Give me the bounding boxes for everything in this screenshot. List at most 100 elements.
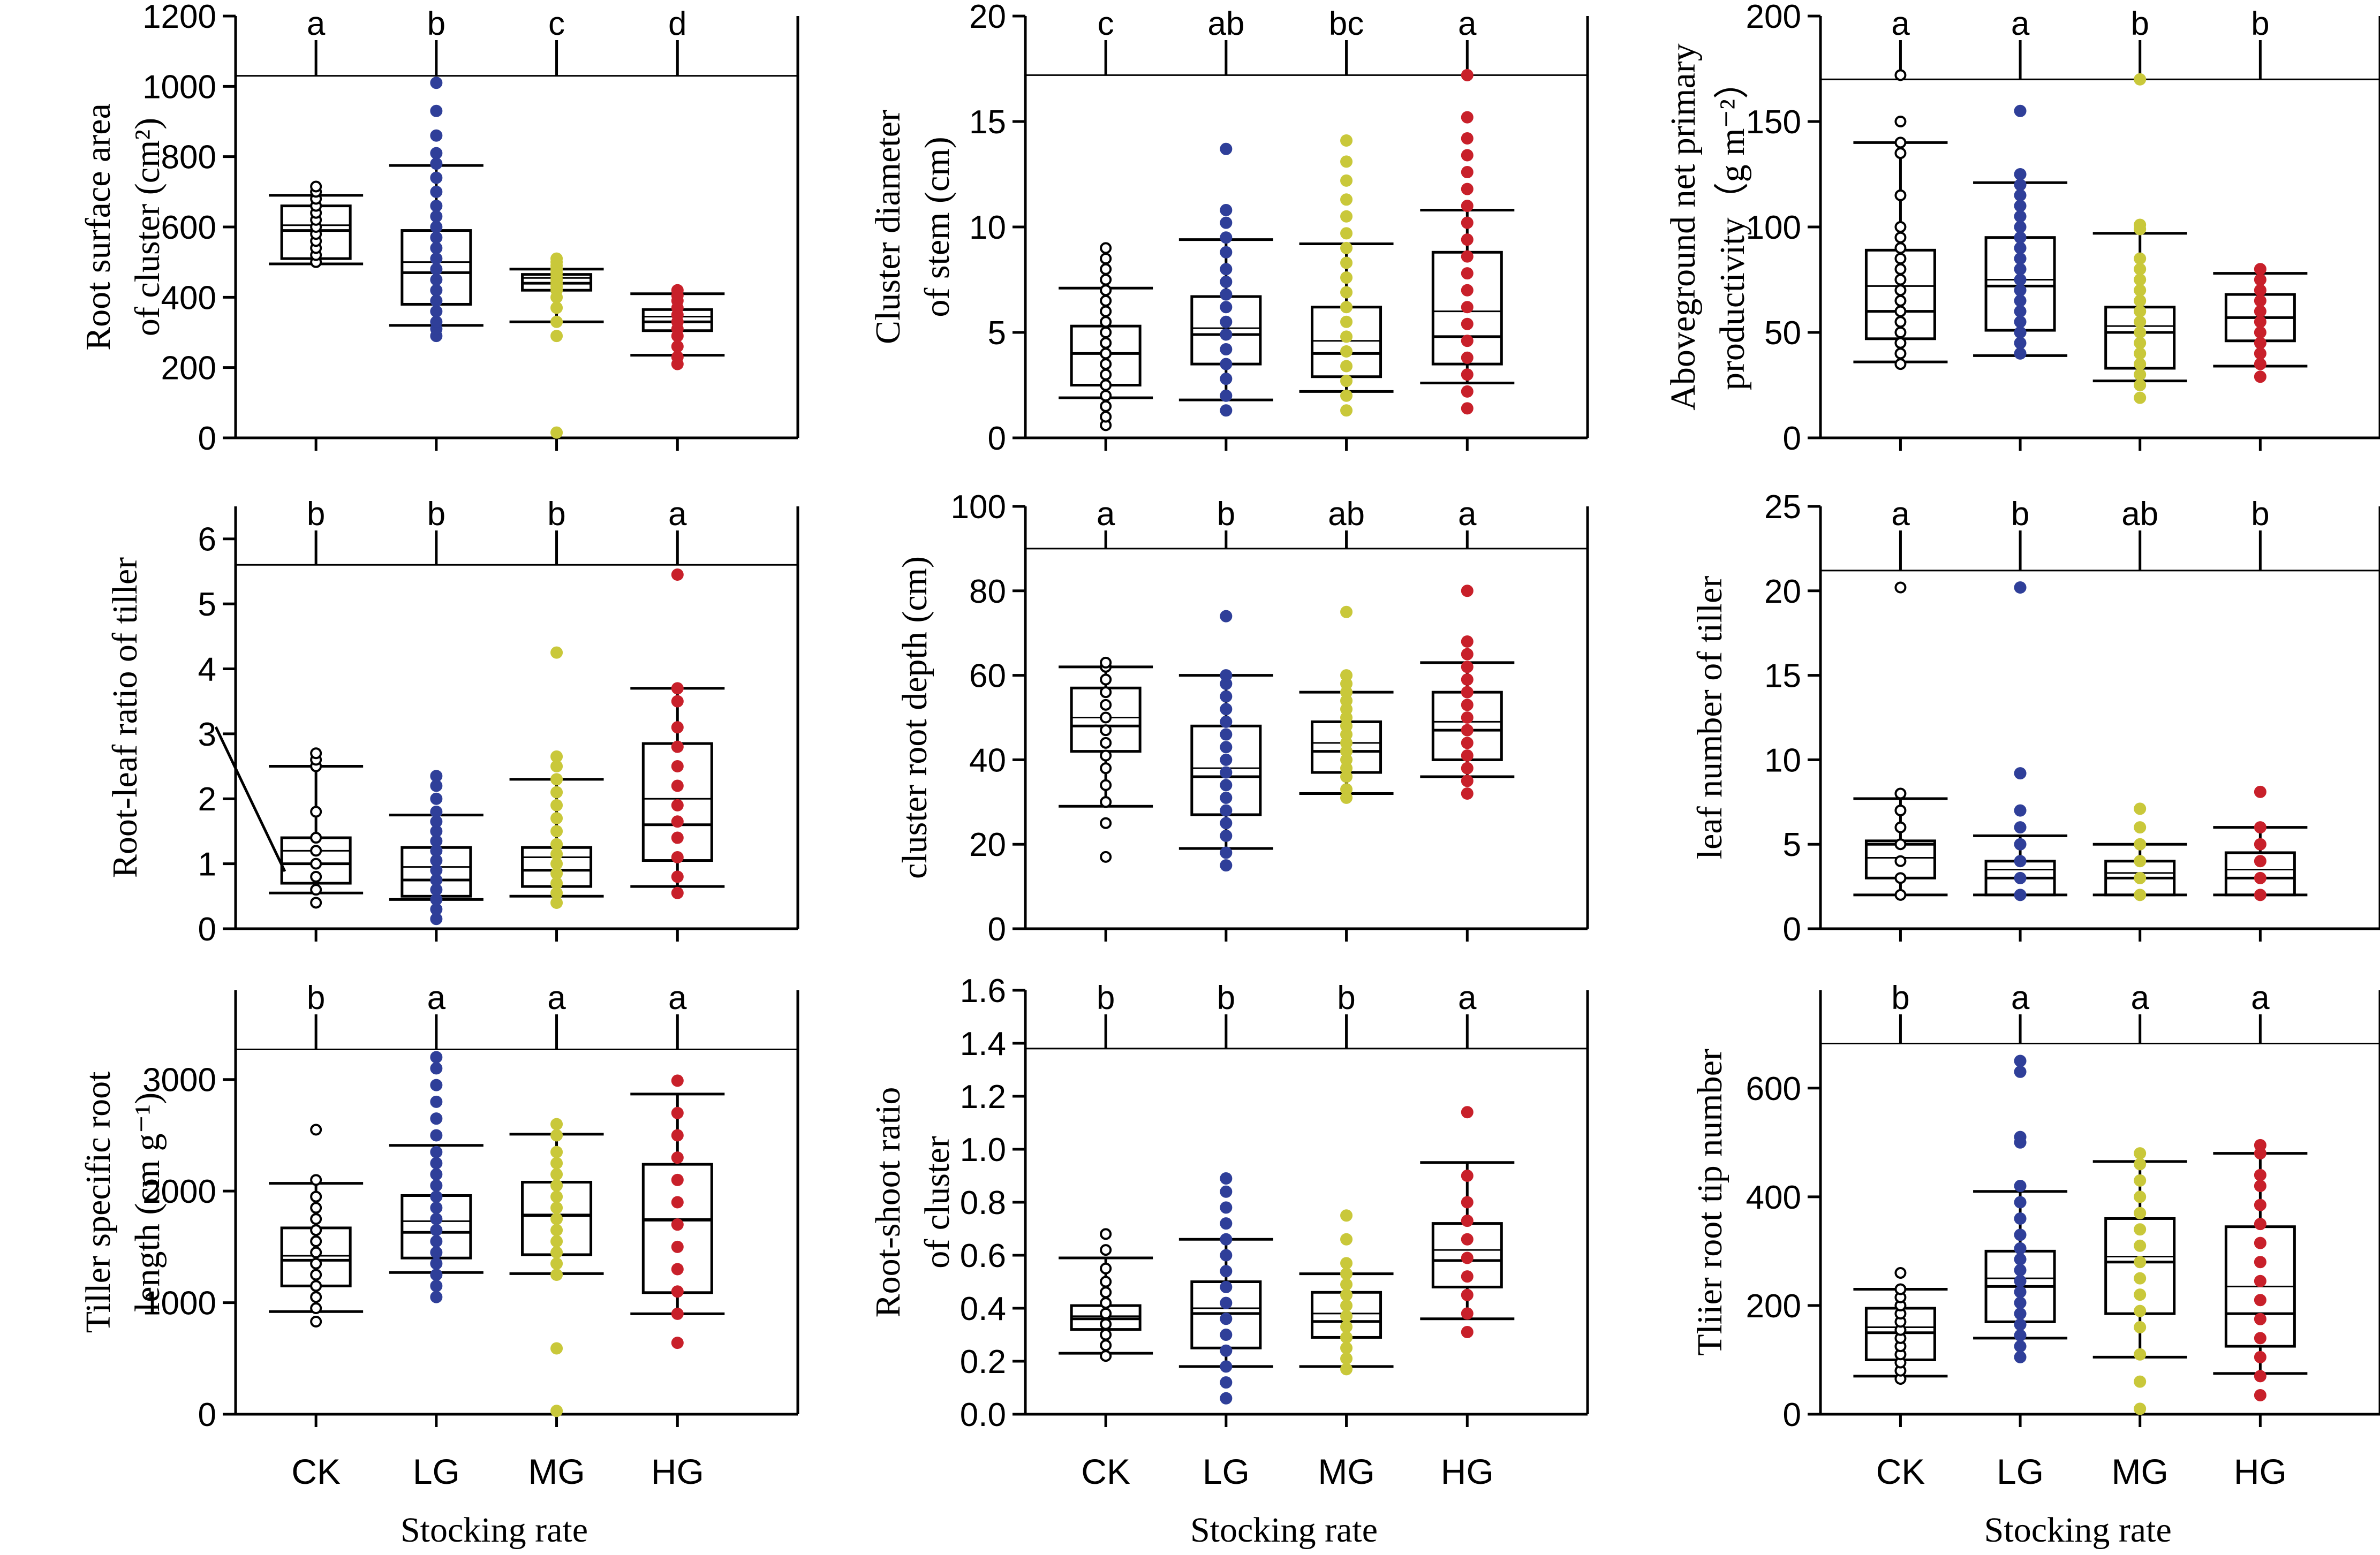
category-label: CK [1876,1452,1925,1491]
data-point [2134,1375,2147,1388]
data-point [310,1190,322,1203]
data-point [2254,347,2266,360]
data-point [1461,737,1474,749]
data-point [1340,1310,1353,1323]
category-label: LG [1997,1452,2044,1491]
data-point [1100,390,1112,402]
data-point [430,129,443,142]
data-point [1340,227,1353,240]
data-point [2014,1318,2027,1331]
category-label: LG [413,1452,460,1491]
data-point [671,831,684,844]
data-point [1220,389,1233,402]
data-point [1461,762,1474,775]
significance-letter: b [1217,496,1235,533]
data-point [550,1235,563,1248]
data-point [2254,1139,2266,1151]
data-point [550,1212,563,1225]
data-point [1220,263,1233,276]
data-point [2134,821,2147,834]
significance-letter: b [2251,496,2269,533]
data-point [1100,316,1112,328]
data-point [310,1257,322,1270]
data-point [1340,605,1353,618]
data-point [2014,1212,2027,1225]
data-point [2014,200,2027,213]
data-point [1220,728,1233,741]
data-point [1340,193,1353,206]
data-point [1340,360,1353,373]
data-point [2134,802,2147,815]
significance-letter: b [307,496,325,533]
data-point [430,252,443,265]
significance-letter: a [547,980,566,1017]
data-point [1220,1392,1233,1405]
data-point [1894,889,1907,901]
data-point [1461,1170,1474,1182]
y-axis-label: Root-shoot ratio of cluster [868,1087,957,1318]
data-point [1220,1296,1233,1309]
y-tick-label: 40 [969,742,1006,779]
group-hg: b [2213,5,2308,451]
data-point [671,886,684,899]
data-point [550,301,563,314]
data-point [2134,368,2147,381]
data-point [2254,1256,2266,1269]
significance-letter: a [2011,5,2030,42]
data-point [1894,231,1907,244]
y-axis-label: Root surface area of cluster (cm²) [79,103,167,351]
data-point [671,721,684,734]
group-mg: a MG [509,980,604,1491]
data-point [2014,1275,2027,1287]
x-axis-label: Stocking rate [401,1511,588,1550]
data-point [2254,1332,2266,1345]
data-point [1220,315,1233,328]
y-tick-label: 25 [1764,489,1801,526]
data-point [1340,669,1353,682]
data-point [2134,855,2147,868]
group-ck: c [1059,5,1153,451]
group-hg: a HG [630,980,725,1491]
data-point [2134,73,2147,86]
data-point [2134,1256,2147,1269]
y-axis-label-line: of cluster [918,1136,957,1268]
data-point [310,870,322,883]
data-point [1100,737,1112,749]
panel-4: 0 1 2 3 4 5 6 Root-leaf ratio of tiller b b b a [105,496,799,948]
data-point [1220,715,1233,728]
data-point [430,231,443,244]
data-point [1100,1297,1112,1309]
data-point [1894,1283,1907,1295]
data-point [1100,1228,1112,1240]
data-point [1340,330,1353,343]
y-tick-label: 20 [1764,573,1801,610]
data-point [2134,1158,2147,1171]
data-point [1461,724,1474,737]
data-point [430,104,443,117]
data-point [2134,274,2147,286]
data-point [1220,741,1233,754]
data-point [1461,1106,1474,1119]
data-point [1100,656,1112,669]
data-point [1100,242,1112,254]
data-point [1461,673,1474,686]
data-point [1894,116,1907,127]
data-point [1220,846,1233,859]
y-axis-label: Cluster diameter of stem (cm) [868,110,957,344]
data-point [1894,263,1907,275]
data-point [550,1118,563,1131]
data-point [1220,142,1233,155]
data-point [1894,253,1907,265]
data-point [2254,1275,2266,1287]
group-hg: a HG [1420,980,1515,1491]
data-point [1100,411,1112,423]
data-point [1894,855,1907,867]
group-lg: a LG [389,980,483,1491]
data-point [1100,400,1112,412]
data-point [671,340,684,353]
data-point [2014,315,2027,328]
data-point [310,747,322,760]
data-point [671,351,684,363]
data-point [550,252,563,265]
data-point [1100,1339,1112,1352]
